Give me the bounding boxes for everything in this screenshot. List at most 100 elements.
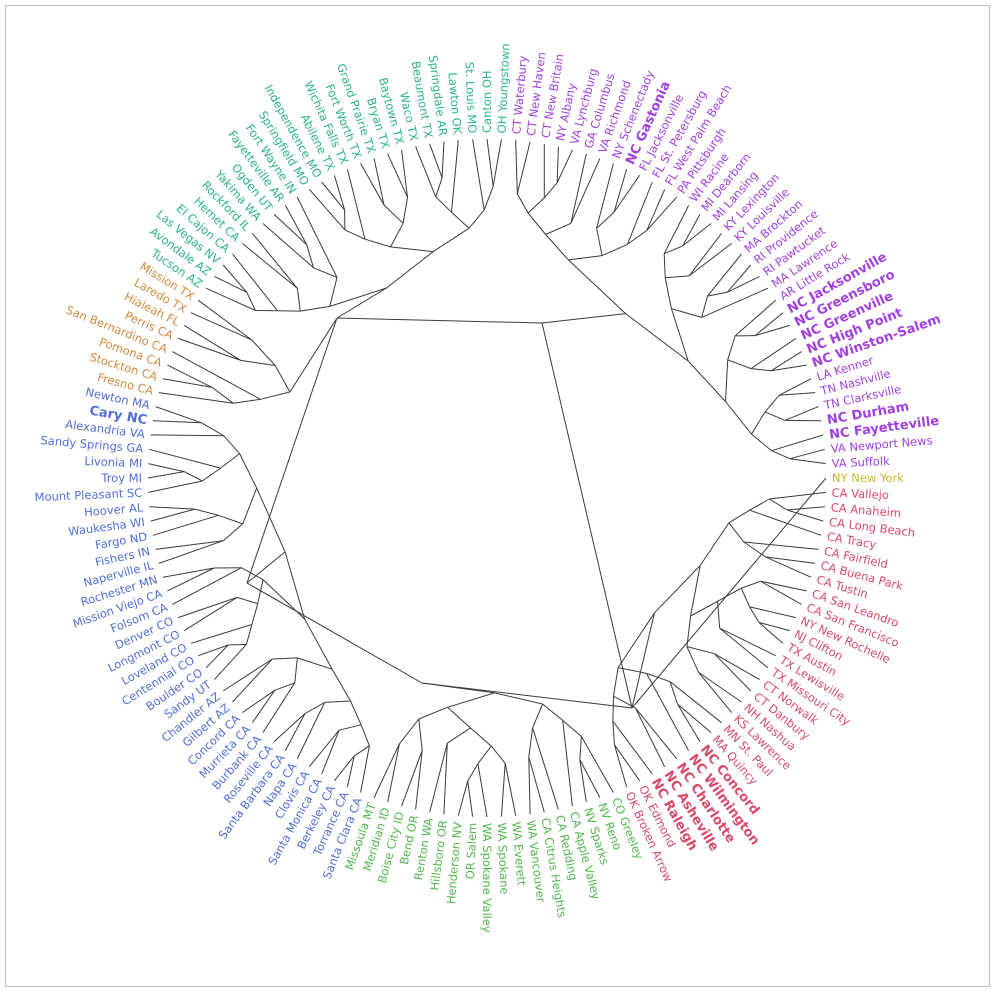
tree-edge-72: [477, 763, 488, 818]
tree-edge-47: [612, 696, 614, 722]
tree-edge-17: [741, 580, 761, 589]
leaf-label-wa-everett: WA Everett: [509, 821, 528, 886]
tree-edge-137: [150, 508, 196, 522]
tree-edge-134: [218, 514, 243, 525]
core-edge-4: [246, 317, 338, 584]
tree-edge-145: [148, 463, 185, 473]
tree-edge-158: [172, 351, 261, 400]
tree-edge-219: [516, 141, 531, 194]
tree-edge-227: [570, 158, 601, 224]
tree-edge-30: [714, 653, 760, 681]
leaf-label-wa-spokane: WA Spokane: [495, 822, 512, 894]
tree-edge-42: [646, 673, 690, 751]
tree-edge-154: [158, 392, 234, 404]
tree-edge-80: [418, 718, 423, 751]
tree-edge-90: [360, 724, 370, 746]
tree-edge-59: [562, 720, 573, 807]
tree-edge-22: [749, 606, 760, 623]
tree-edge-115: [245, 624, 253, 645]
leaf-label-ny-new-york: NY New York: [832, 471, 904, 485]
tree-edge-100: [304, 701, 325, 714]
tree-edge-45: [635, 707, 678, 760]
tree-edge-85: [373, 743, 400, 798]
tree-edge-117: [228, 643, 247, 646]
leaf-label-ca-vallejo: CA Vallejo: [831, 486, 889, 502]
tree-edge-248: [688, 232, 722, 277]
leaf-label-canton-oh: Canton OH: [480, 70, 494, 133]
tree-edge-144: [147, 471, 185, 479]
tree-edge-251: [701, 295, 708, 318]
tree-edge-207: [441, 141, 445, 178]
tree-edge-141: [202, 467, 221, 482]
tree-edge-118: [205, 644, 229, 669]
tree-edge-74: [467, 780, 474, 817]
tree-edge-124: [241, 567, 264, 581]
tree-edge-255: [726, 275, 760, 293]
tree-edge-176: [241, 243, 298, 289]
tree-edge-111: [222, 658, 273, 692]
tree-edge-48: [612, 720, 653, 775]
tree-edge-150: [152, 420, 202, 424]
tree-edge-91: [360, 745, 370, 793]
leaf-label-wa-spokane-valley: WA Spokane Valley: [480, 823, 494, 933]
tree-edge-170: [205, 287, 256, 311]
tree-edge-83: [399, 718, 420, 745]
tree-edge-12: [765, 556, 816, 564]
tree-edge-192: [333, 175, 346, 211]
tree-edge-260: [734, 299, 777, 337]
tree-edge-55: [580, 736, 614, 793]
tree-edge-228: [568, 255, 603, 261]
tree-edge-181: [306, 244, 314, 268]
tree-edge-39: [669, 681, 678, 705]
tree-edge-68: [490, 745, 506, 764]
tree-edge-26: [719, 627, 776, 657]
tree-edge-153: [233, 398, 261, 404]
tree-edge-273: [779, 392, 816, 396]
tree-edge-0: [654, 565, 701, 614]
tree-edge-258: [725, 359, 729, 402]
tree-edge-1: [699, 522, 730, 566]
tree-edge-7: [786, 509, 824, 522]
tree-edge-40: [677, 703, 712, 733]
tree-edge-62: [528, 727, 534, 758]
tree-edge-205: [435, 177, 443, 197]
tree-edge-233: [613, 175, 641, 213]
tree-edge-56: [579, 736, 582, 760]
tree-edge-75: [457, 780, 469, 816]
tree-edge-213: [492, 139, 502, 187]
tree-edge-29: [686, 646, 715, 655]
tree-edge-188: [344, 229, 366, 240]
tree-edge-123: [177, 596, 238, 619]
tree-edge-217: [516, 193, 529, 214]
tree-edge-107: [251, 690, 276, 723]
tree-edge-49: [612, 721, 615, 745]
tree-edge-237: [646, 189, 666, 231]
tree-edge-119: [198, 644, 229, 657]
group-link-0: [631, 477, 827, 709]
tree-edge-198: [402, 197, 408, 224]
tree-edge-179: [313, 267, 338, 278]
core-edge-0: [336, 317, 543, 324]
tree-edge-271: [764, 394, 780, 413]
tree-edge-267: [770, 351, 802, 372]
tree-edge-122: [184, 596, 238, 632]
tree-edge-67: [470, 727, 492, 747]
tree-edge-54: [562, 720, 582, 737]
tree-edge-186: [390, 246, 434, 253]
tree-edge-209: [468, 209, 485, 229]
tree-edge-86: [284, 551, 306, 620]
tree-edge-69: [504, 763, 517, 816]
tree-edge-108: [242, 689, 275, 714]
tree-edge-172: [214, 275, 248, 293]
tree-edge-161: [177, 337, 241, 361]
tree-edge-140: [220, 453, 240, 469]
tree-edge-155: [211, 386, 234, 404]
tree-edge-46: [635, 707, 666, 767]
tree-edge-254: [726, 264, 752, 293]
tree-edge-272: [778, 378, 812, 396]
tree-edge-244: [664, 245, 683, 255]
tree-edge-166: [329, 287, 387, 307]
tree-edge-184: [296, 196, 338, 278]
group-link-4: [289, 317, 338, 393]
tree-edge-187: [364, 238, 391, 248]
